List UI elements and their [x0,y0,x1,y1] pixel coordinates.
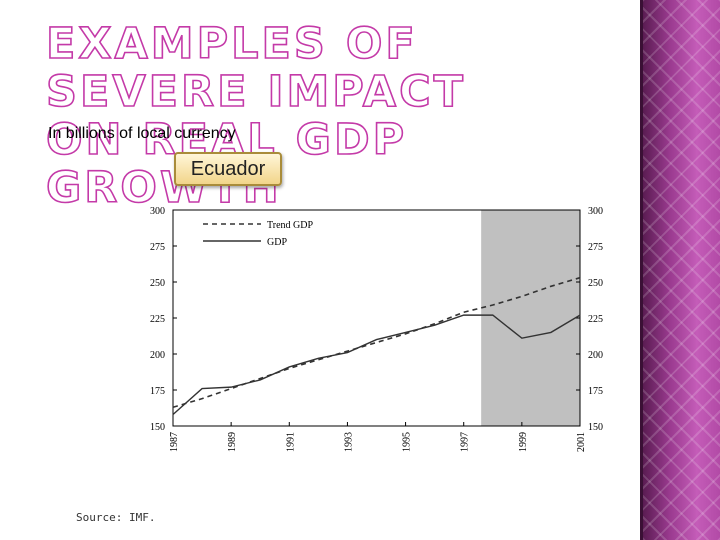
y-tick-label-left: 225 [150,314,165,325]
y-tick-label-left: 175 [150,386,165,397]
y-tick-label-left: 250 [150,278,165,289]
y-tick-label-right: 175 [588,386,603,397]
x-tick-label: 1997 [460,432,471,452]
y-tick-label-right: 250 [588,278,603,289]
chart-unit-subtitle: In billions of local currency [48,125,236,142]
x-tick-label: 1993 [343,432,354,452]
y-tick-label-right: 150 [588,422,603,433]
x-tick-label: 1999 [518,432,529,452]
x-tick-label: 1987 [169,432,180,452]
y-tick-label-right: 300 [588,206,603,217]
legend-label-gdp: GDP [267,237,287,248]
y-tick-label-left: 275 [150,242,165,253]
y-tick-label-right: 200 [588,350,603,361]
x-tick-label: 1995 [402,432,413,452]
source-note: Source: IMF. [76,511,156,524]
x-tick-label: 2001 [576,432,587,452]
series-line-gdp [172,314,581,416]
x-tick-label: 1989 [227,432,238,452]
country-label-box: Ecuador [174,152,282,186]
legend-label-trend-gdp: Trend GDP [267,220,313,231]
title-line-1: EXAMPLES OF SEVERE IMPACT [45,19,466,117]
y-tick-label-right: 275 [588,242,603,253]
country-label: Ecuador [190,157,266,180]
y-tick-label-left: 200 [150,350,165,361]
decorative-panel-edge [640,0,643,540]
y-tick-label-left: 300 [150,206,165,217]
slide-title: EXAMPLES OF SEVERE IMPACT ON REAL GDP GR… [45,19,626,213]
gdp-line-chart: 150 150 175 175 200 200 225 225 250 250 275 275 300 3… [150,206,603,452]
y-tick-label-right: 225 [588,314,603,325]
y-tick-label-left: 150 [150,422,165,433]
shaded-crisis-region [481,210,580,426]
x-tick-label: 1991 [285,432,296,452]
decorative-side-panel [643,0,720,540]
